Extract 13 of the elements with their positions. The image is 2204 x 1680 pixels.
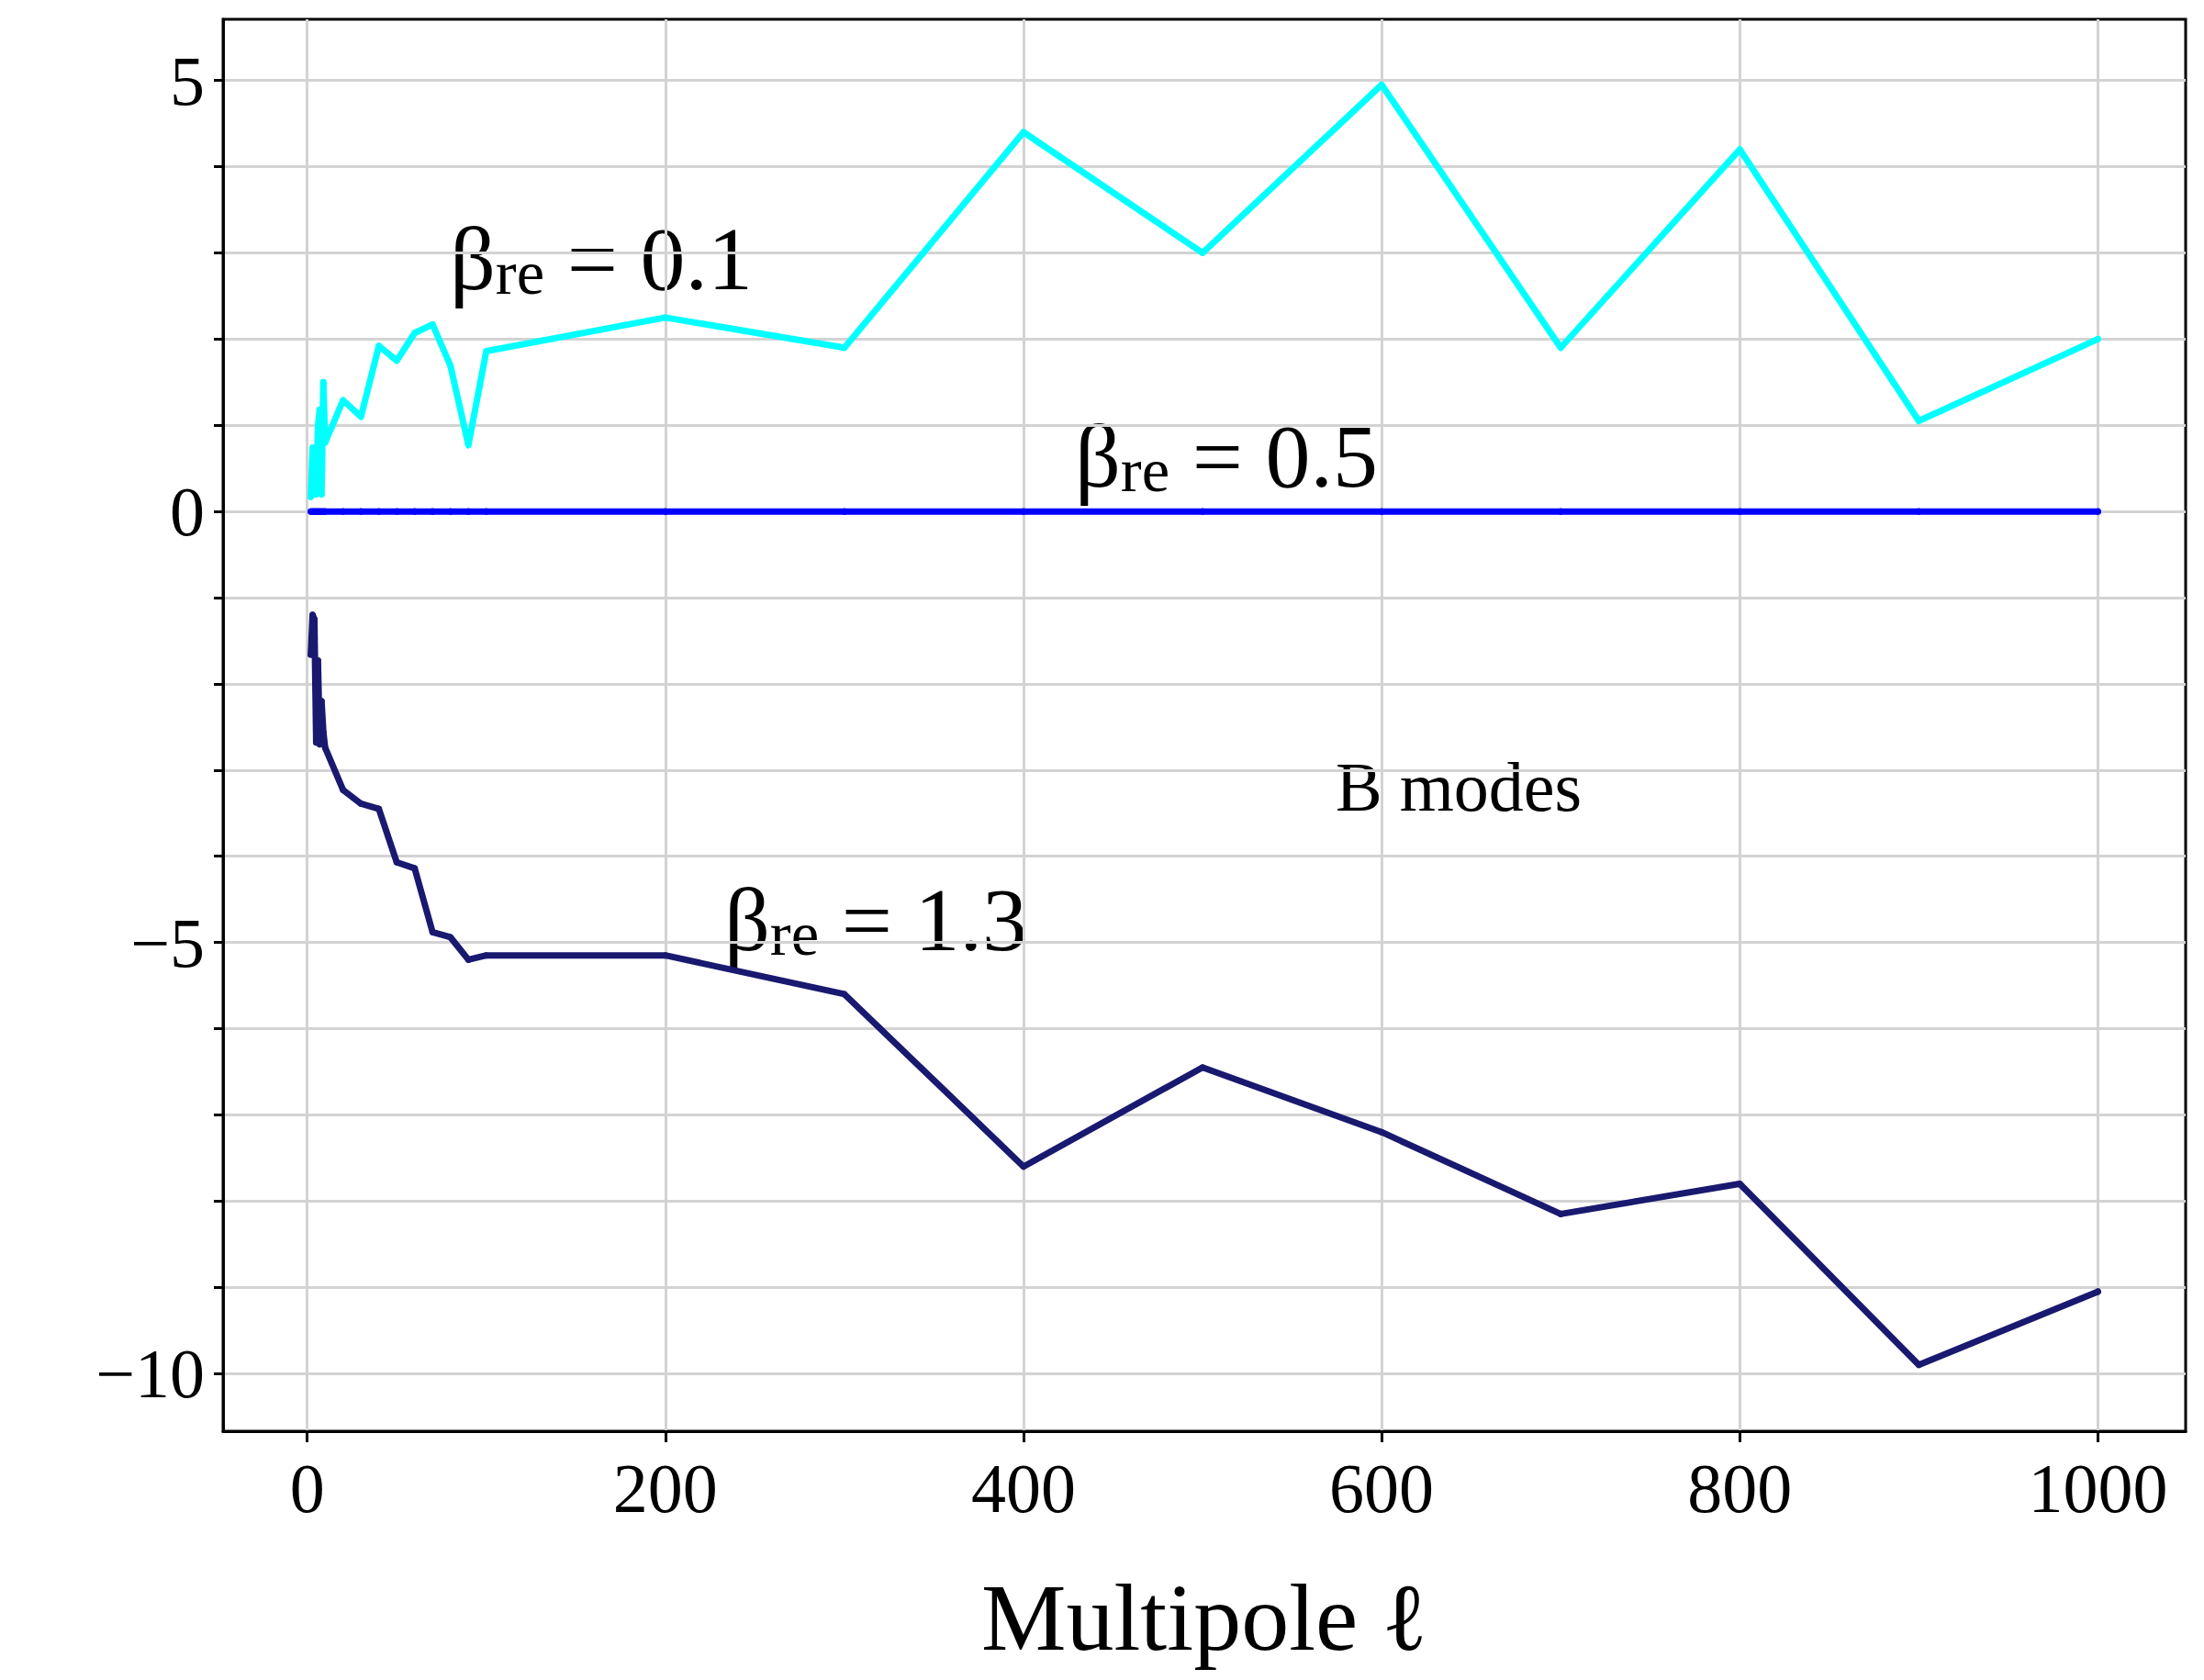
y-tick-label: 0 bbox=[170, 473, 205, 551]
y-tick-label: 5 bbox=[170, 41, 205, 119]
y-tick-label: −5 bbox=[130, 903, 205, 981]
x-tick-label: 1000 bbox=[2028, 1450, 2168, 1527]
x-tick-label: 800 bbox=[1687, 1450, 1793, 1527]
y-tick-label: −10 bbox=[95, 1335, 205, 1413]
x-tick-label: 400 bbox=[970, 1450, 1076, 1527]
x-tick-label: 200 bbox=[612, 1450, 718, 1527]
x-tick-label: 600 bbox=[1329, 1450, 1435, 1527]
x-axis-title: Multipole ℓ bbox=[980, 1563, 1428, 1670]
annotation: B modes bbox=[1336, 748, 1583, 825]
x-tick-label: 0 bbox=[289, 1450, 325, 1527]
annotation: βre = 0.5 bbox=[1075, 407, 1378, 506]
